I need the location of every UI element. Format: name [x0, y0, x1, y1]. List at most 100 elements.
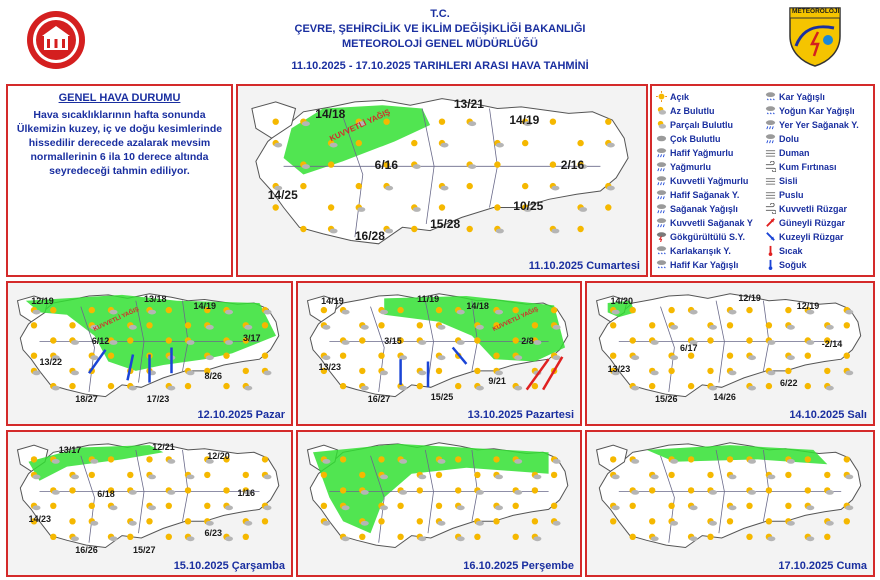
legend-item: Dolu: [765, 133, 799, 144]
weather-icon: [493, 352, 500, 359]
turkey-map: [596, 293, 862, 398]
weather-icon: [107, 502, 118, 511]
weather-icon: [127, 533, 134, 540]
weather-icon: [550, 352, 561, 361]
weather-icon: [726, 456, 734, 463]
weather-icon: [127, 337, 134, 344]
meteorology-logo: METEOROLOJİ: [788, 6, 842, 68]
weather-icon: [474, 533, 481, 540]
legend-item: Hafif Sağanak Y.: [656, 189, 739, 200]
weather-icon: [88, 306, 96, 314]
weather-icon: [843, 502, 854, 511]
weather-icon: [649, 367, 659, 376]
temperature-label: 17/23: [146, 394, 170, 404]
weather-icon: [824, 518, 834, 526]
legend-label: Güneyli Rüzgar: [779, 217, 846, 228]
weather-icon: [605, 204, 612, 211]
map-date-label: 15.10.2025 Çarşamba: [173, 560, 285, 572]
weather-icon: [127, 382, 137, 391]
south-wind-arrow: [542, 356, 564, 391]
weather-icon: [165, 382, 176, 391]
weather-icon: [30, 456, 38, 463]
weather-icon: [629, 352, 640, 361]
weather-icon: [668, 306, 675, 314]
weather-icon: [435, 367, 443, 375]
weather-icon: [359, 322, 369, 330]
fog-icon: [765, 175, 776, 186]
weather-icon: [339, 487, 347, 494]
weather-icon: [359, 367, 366, 375]
weather-icon: [493, 367, 503, 376]
weather-icon: [378, 471, 388, 480]
weather-icon: [184, 487, 192, 494]
weather-icon: [320, 502, 328, 509]
weather-icon: [355, 182, 362, 190]
weather-icon: [320, 471, 328, 479]
weather-icon: [746, 533, 753, 540]
hail-icon: [765, 133, 776, 144]
weather-icon: [512, 533, 519, 540]
weather-icon: [493, 322, 500, 329]
weather-icon: [531, 487, 539, 494]
weather-icon: [165, 502, 172, 509]
legend-item: * * * Yoğun Kar Yağışlı: [765, 105, 855, 117]
legend-label: Gökgürültülü S.Y.: [670, 231, 746, 242]
weather-icon: [649, 533, 659, 542]
weather-icon: [455, 337, 465, 345]
temperature-label: 14/18: [466, 300, 489, 311]
weather-icon: [466, 225, 473, 233]
weather-icon: [687, 456, 695, 463]
weather-icon: [378, 456, 385, 463]
weather-icon: [804, 502, 815, 511]
legend-item: Çok Bulutlu: [656, 133, 721, 144]
rain-area: [28, 445, 164, 481]
turkey-map: [596, 442, 862, 549]
weather-icon: [649, 487, 656, 494]
weather-icon: [355, 118, 366, 127]
weather-icon: [272, 182, 283, 191]
legend-item: Sisli: [765, 175, 798, 186]
weather-icon: [466, 182, 473, 190]
weather-icon: [726, 471, 737, 480]
south-wind-icon: [765, 217, 776, 228]
weather-icon: [785, 367, 792, 375]
weather-icon: [261, 471, 272, 480]
temperature-label: 15/27: [133, 545, 156, 555]
temperature-label: 14/25: [267, 187, 298, 202]
legend-label: Kuzeyli Rüzgar: [779, 231, 844, 242]
legend-item: Açık: [656, 91, 689, 102]
weather-icon: [242, 487, 253, 495]
weather-icon: [242, 471, 249, 479]
weather-icon: [843, 471, 854, 480]
legend-item: Puslu: [765, 189, 804, 200]
weather-icon: [474, 487, 484, 495]
weather-icon: [184, 382, 192, 390]
sun-icon: [656, 91, 667, 102]
legend-label: Sıcak: [779, 245, 803, 256]
temperature-label: 6/12: [91, 335, 110, 346]
light-rain-icon: [656, 147, 667, 158]
weather-icon: [455, 382, 462, 390]
legend-label: Sisli: [779, 175, 798, 186]
weather-icon: [494, 161, 501, 168]
weather-icon: [88, 502, 96, 509]
weather-icon: [327, 161, 335, 168]
temperature-label: 13/18: [144, 293, 167, 304]
map-date-label: 14.10.2025 Salı: [789, 409, 867, 421]
weather-icon: [494, 139, 504, 148]
weather-icon: [383, 225, 394, 234]
rain-area: [384, 296, 565, 362]
legend-panel: Açık Az Bulutlu Parçalı Bulutlu Çok Bulutlu…: [650, 84, 875, 277]
weather-icon: [629, 487, 640, 495]
weather-icon: [522, 118, 532, 127]
legend-label: Duman: [779, 147, 810, 158]
weather-icon: [610, 322, 617, 329]
weather-icon: [438, 139, 449, 148]
weather-icon: [577, 204, 588, 212]
weather-icon: [107, 337, 118, 345]
weather-icon: [605, 118, 612, 125]
legend-item: Duman: [765, 147, 810, 158]
temperature-label: 16/27: [367, 394, 391, 404]
weather-icon: [649, 337, 659, 345]
temperature-label: 14/23: [28, 514, 52, 525]
